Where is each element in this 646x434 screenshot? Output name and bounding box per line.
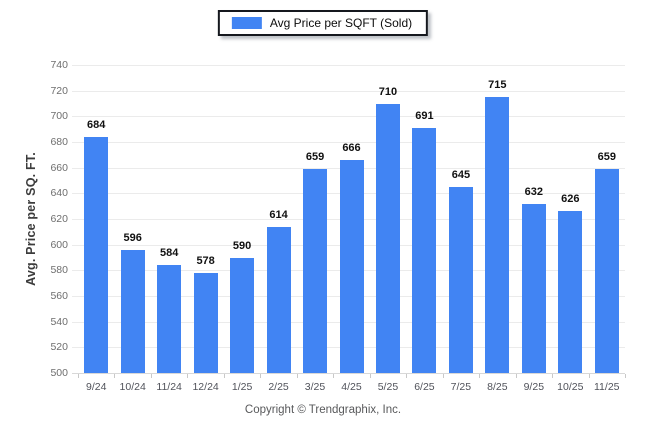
- x-tick-label: 9/25: [523, 381, 545, 393]
- y-tick-label: 740: [50, 59, 68, 71]
- bar-value-label: 578: [196, 254, 215, 267]
- gridline: [72, 373, 625, 374]
- x-axis-tick: [150, 374, 152, 378]
- y-tick-label: 640: [50, 187, 68, 200]
- bar[interactable]: [521, 203, 546, 373]
- x-tick-label: 12/24: [192, 381, 219, 393]
- bar[interactable]: [266, 226, 291, 373]
- x-axis-tick: [260, 374, 262, 378]
- bar[interactable]: [448, 186, 473, 373]
- x-tick-label: 2/25: [268, 381, 289, 393]
- x-tick-label: 7/25: [450, 381, 472, 393]
- legend-label: Avg Price per SQFT (Sold): [269, 16, 413, 30]
- x-axis-tick: [296, 374, 298, 378]
- x-axis-tick: [515, 374, 517, 378]
- copyright-text: Copyright © Trendgraphix, Inc.: [244, 404, 402, 416]
- x-axis-tick: [552, 374, 554, 378]
- y-tick-label: 600: [50, 238, 68, 251]
- y-tick-label: 620: [50, 213, 68, 225]
- x-tick-label: 5/25: [377, 381, 399, 393]
- bar[interactable]: [230, 257, 255, 373]
- legend: Avg Price per SQFT (Sold): [217, 10, 429, 36]
- bar-value-label: 596: [123, 231, 142, 244]
- bar-value-label: 659: [305, 150, 325, 163]
- bar-value-label: 626: [561, 193, 580, 206]
- y-tick-label: 720: [50, 84, 68, 97]
- x-axis-tick: [406, 374, 408, 378]
- bar-value-label: 715: [488, 79, 507, 92]
- y-tick-label: 660: [50, 161, 68, 174]
- gridline: [72, 90, 625, 92]
- bar[interactable]: [594, 168, 619, 373]
- bar-value-label: 710: [378, 85, 398, 98]
- bar-value-label: 614: [269, 208, 288, 221]
- x-axis-tick: [369, 374, 371, 378]
- y-tick-label: 520: [50, 341, 68, 354]
- gridline: [72, 116, 625, 118]
- x-axis-tick: [625, 374, 626, 378]
- y-tick-label: 500: [50, 367, 68, 379]
- y-tick-label: 700: [50, 110, 68, 123]
- x-tick-label: 6/25: [414, 381, 435, 393]
- bar-value-label: 684: [87, 118, 106, 131]
- x-tick-label: 9/24: [86, 381, 107, 393]
- y-tick-label: 560: [50, 290, 68, 302]
- bar[interactable]: [412, 127, 437, 373]
- bar[interactable]: [375, 103, 400, 373]
- x-tick-label: 1/25: [231, 381, 253, 393]
- bar-value-label: 691: [415, 109, 434, 122]
- y-tick-label: 580: [50, 264, 68, 277]
- bar[interactable]: [558, 211, 583, 373]
- x-tick-label: 8/25: [487, 381, 508, 393]
- x-axis-tick: [223, 374, 225, 378]
- gridline: [72, 65, 625, 66]
- bar[interactable]: [157, 265, 182, 373]
- bar[interactable]: [193, 272, 218, 373]
- x-axis-tick: [114, 374, 116, 378]
- bar-value-label: 659: [597, 150, 616, 163]
- bar[interactable]: [339, 159, 364, 373]
- bar-value-label: 590: [232, 239, 252, 252]
- x-axis-tick: [333, 374, 335, 378]
- y-tick-label: 540: [50, 315, 68, 328]
- legend-swatch-icon: [231, 17, 262, 29]
- x-tick-label: 10/24: [119, 381, 146, 393]
- bar-value-label: 632: [524, 185, 543, 198]
- x-tick-label: 3/25: [304, 381, 326, 393]
- bar[interactable]: [120, 249, 145, 373]
- bar[interactable]: [84, 136, 109, 373]
- x-axis-tick: [78, 374, 79, 378]
- x-tick-label: 10/25: [557, 381, 584, 393]
- bar-value-label: 584: [159, 247, 179, 260]
- x-tick-label: 11/25: [594, 381, 620, 393]
- bar-value-label: 645: [451, 168, 471, 181]
- bar[interactable]: [303, 168, 328, 373]
- bar-value-label: 666: [342, 141, 361, 154]
- y-tick-label: 680: [50, 136, 68, 148]
- bar[interactable]: [485, 97, 510, 373]
- x-axis-tick: [479, 374, 481, 378]
- x-axis-tick: [588, 374, 590, 378]
- x-axis-tick: [187, 374, 189, 378]
- x-tick-label: 11/24: [156, 381, 182, 393]
- gridline: [72, 142, 625, 143]
- x-tick-label: 4/25: [341, 381, 362, 393]
- x-axis-tick: [442, 374, 444, 378]
